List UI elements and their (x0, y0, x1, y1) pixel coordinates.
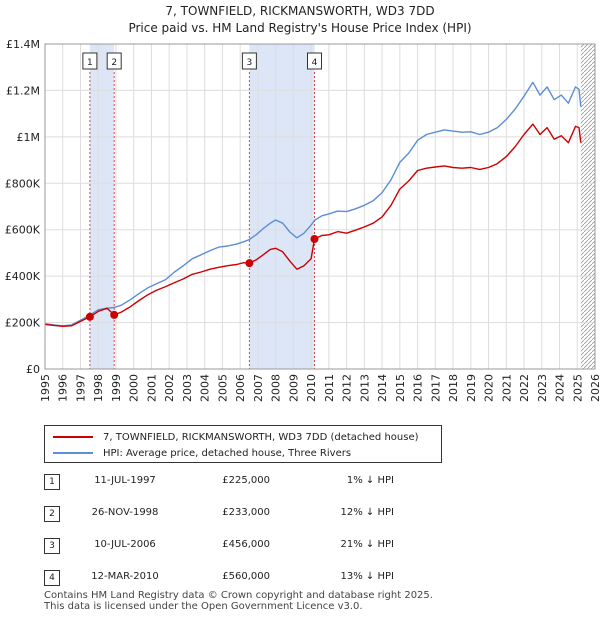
transaction-hpi-diff: 13% ↓ HPI (340, 571, 394, 582)
x-tick-label: 2005 (216, 374, 229, 402)
transaction-number: 3 (44, 538, 60, 554)
transaction-hpi-diff: 12% ↓ HPI (340, 507, 394, 518)
x-tick-label: 2020 (483, 374, 496, 402)
transaction-row: 2 26-NOV-1998 £233,000 12% ↓ HPI (44, 506, 444, 522)
x-tick-label: 2010 (305, 374, 318, 402)
plot-frame (44, 43, 596, 370)
x-tick-label: 2017 (429, 374, 442, 402)
transaction-price: £225,000 (222, 475, 270, 486)
sale-number-box (106, 52, 122, 70)
legend-swatch-property (53, 436, 93, 438)
sale-number-label: 4 (312, 58, 318, 68)
legend-label-property: 7, TOWNFIELD, RICKMANSWORTH, WD3 7DD (de… (103, 431, 419, 443)
transaction-hpi-diff: 21% ↓ HPI (340, 539, 394, 550)
x-tick-label: 2021 (500, 374, 513, 402)
transaction-number: 1 (44, 474, 60, 490)
transaction-date: 26-NOV-1998 (91, 507, 159, 518)
x-tick-label: 2015 (394, 374, 407, 402)
x-tick-label: 2000 (128, 374, 141, 402)
sale-number-box (82, 52, 98, 70)
x-tick-label: 2018 (447, 374, 460, 402)
transaction-number: 4 (44, 570, 60, 586)
transaction-date: 12-MAR-2010 (91, 571, 159, 582)
y-tick-label: £0 (26, 363, 40, 376)
x-tick-label: 2014 (376, 374, 389, 402)
hpi-series-line (44, 81, 582, 327)
sale-number-box (307, 52, 322, 70)
x-tick-label: 2003 (181, 374, 194, 402)
legend-label-hpi: HPI: Average price, detached house, Thre… (103, 447, 352, 459)
ownership-span (249, 44, 315, 369)
sale-point (85, 312, 94, 321)
sale-point (310, 235, 319, 243)
x-tick-label: 2019 (465, 374, 478, 402)
y-tick-label: £1.4M (6, 38, 40, 51)
transaction-date: 11-JUL-1997 (94, 475, 156, 486)
transaction-price: £456,000 (222, 539, 270, 550)
sale-number-label: 2 (111, 58, 117, 68)
legend-item-hpi: HPI: Average price, detached house, Thre… (53, 446, 351, 460)
x-tick-label: 2011 (323, 374, 336, 402)
transaction-row: 3 10-JUL-2006 £456,000 21% ↓ HPI (44, 538, 444, 554)
legend-swatch-hpi (53, 452, 93, 454)
transaction-row: 1 11-JUL-1997 £225,000 1% ↓ HPI (44, 474, 444, 490)
transaction-hpi-diff: 1% ↓ HPI (346, 475, 394, 486)
transaction-row: 4 12-MAR-2010 £560,000 13% ↓ HPI (44, 570, 444, 586)
x-tick-label: 2012 (341, 374, 354, 402)
x-tick-label: 1997 (74, 374, 87, 402)
y-tick-label: £200K (5, 317, 41, 330)
price-chart: 1 2 3 4 £0 £200K £400K £600K £800K £1M £1.2M £1.4M… (5, 38, 600, 402)
x-tick-label: 2013 (358, 374, 371, 402)
x-tick-label: 2026 (589, 374, 600, 402)
x-tick-label: 2024 (554, 374, 567, 402)
x-tick-label: 2001 (145, 374, 158, 402)
chart-subtitle: Price paid vs. HM Land Registry's House … (128, 21, 472, 35)
x-tick-label: 2006 (234, 374, 247, 402)
x-tick-label: 2023 (536, 374, 549, 402)
y-tick-label: £400K (5, 270, 41, 283)
transaction-date: 10-JUL-2006 (94, 539, 156, 550)
x-tick-label: 2002 (163, 374, 176, 402)
x-tick-label: 2007 (252, 374, 265, 402)
x-tick-label: 1998 (92, 374, 105, 402)
sale-point (110, 310, 119, 319)
x-tick-label: 2004 (199, 374, 212, 402)
forecast-hatch (580, 44, 595, 369)
sale-number-box (241, 52, 257, 70)
chart-legend: 7, TOWNFIELD, RICKMANSWORTH, WD3 7DD (de… (44, 425, 442, 463)
sale-number-label: 1 (87, 58, 93, 68)
y-tick-label: £800K (5, 177, 41, 190)
x-tick-label: 2008 (270, 374, 283, 402)
x-tick-label: 2009 (287, 374, 300, 402)
chart-title: 7, TOWNFIELD, RICKMANSWORTH, WD3 7DD (165, 4, 435, 18)
sale-point (245, 259, 254, 268)
y-tick-label: £600K (5, 224, 41, 237)
ownership-span (89, 44, 115, 369)
y-tick-label: £1.2M (6, 84, 40, 97)
x-tick-label: 2016 (412, 374, 425, 402)
x-tick-label: 1996 (57, 374, 70, 402)
x-tick-label: 2022 (518, 374, 531, 402)
y-tick-label: £1M (17, 131, 41, 144)
property-series-line (44, 123, 582, 327)
footer-copyright: Contains HM Land Registry data © Crown c… (44, 590, 433, 601)
legend-item-property: 7, TOWNFIELD, RICKMANSWORTH, WD3 7DD (de… (53, 430, 419, 444)
footer-licence: This data is licensed under the Open Gov… (44, 601, 363, 612)
x-tick-label: 1999 (110, 374, 123, 402)
sale-number-label: 3 (247, 58, 253, 68)
transaction-number: 2 (44, 506, 60, 522)
x-tick-label: 1995 (39, 374, 52, 402)
transaction-price: £560,000 (222, 571, 270, 582)
transaction-price: £233,000 (222, 507, 270, 518)
x-tick-label: 2025 (571, 374, 584, 402)
